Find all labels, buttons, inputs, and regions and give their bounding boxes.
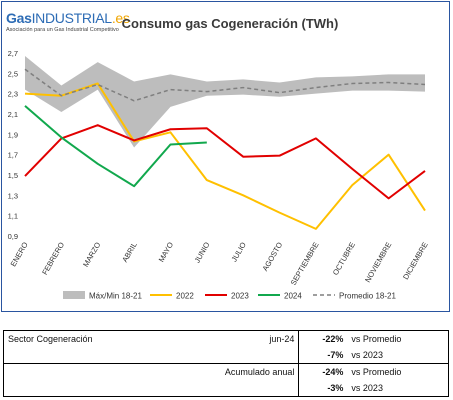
x-tick-label: JULIO xyxy=(229,240,248,263)
legend-label: 2024 xyxy=(284,292,302,301)
legend-label: 2023 xyxy=(231,292,249,301)
table-row: -3% vs 2023 xyxy=(3,380,450,397)
vs-label: vs Promedio xyxy=(347,330,450,347)
series-line xyxy=(24,105,207,188)
legend-label: Promedio 18-21 xyxy=(339,292,396,301)
x-tick-label: MAYO xyxy=(157,240,176,263)
legend-label: Máx/Min 18-21 xyxy=(89,292,142,301)
pct-value: -22% xyxy=(298,330,348,347)
y-tick-label: 0,9 xyxy=(8,232,18,241)
chart-title: Consumo gas Cogeneración (TWh) xyxy=(121,16,339,31)
empty-cell xyxy=(164,380,300,397)
series-line xyxy=(24,82,426,230)
period-label: jun-24 xyxy=(164,330,300,347)
summary-table: Sector Cogeneración jun-24 -22% vs Prome… xyxy=(3,330,450,397)
empty-cell xyxy=(164,347,300,364)
pct-value: -3% xyxy=(298,380,348,397)
x-tick-label: JUNIO xyxy=(193,240,212,264)
empty-cell xyxy=(3,363,165,380)
vs-label: vs Promedio xyxy=(347,363,450,380)
vs-label: vs 2023 xyxy=(347,347,450,364)
x-tick-label: OCTUBRE xyxy=(331,241,357,277)
pct-value: -7% xyxy=(298,347,348,364)
y-tick-label: 1,1 xyxy=(8,212,18,221)
gasindustrial-logo: GasINDUSTRIAL.es Asociación para un Gas … xyxy=(6,10,130,42)
y-tick-label: 1,5 xyxy=(8,171,18,180)
y-tick-label: 2,1 xyxy=(8,110,18,119)
logo-es: .es xyxy=(111,10,130,26)
logo-tagline: Asociación para un Gas Industrial Compet… xyxy=(6,27,119,33)
pct-value: -24% xyxy=(322,367,344,377)
logo-industrial: INDUSTRIAL xyxy=(31,10,113,26)
logo-wordmark: GasINDUSTRIAL.es xyxy=(6,10,130,26)
series-line xyxy=(24,124,426,200)
logo-gas: Gas xyxy=(6,10,32,26)
y-tick-label: 1,9 xyxy=(8,130,18,139)
empty-cell xyxy=(3,380,165,397)
x-tick-label: ABRIL xyxy=(120,241,139,264)
x-tick-label: AGOSTO xyxy=(261,240,285,272)
x-tick-label: NOVIEMBRE xyxy=(363,241,393,284)
x-tick-label: DICIEMBRE xyxy=(401,241,430,282)
x-tick-label: SEPTIEMBRE xyxy=(289,241,321,287)
x-tick-label: MARZO xyxy=(81,240,102,268)
y-tick-label: 1,3 xyxy=(8,191,18,200)
empty-cell xyxy=(3,347,165,364)
chart-frame xyxy=(1,1,450,312)
x-tick-label: ENERO xyxy=(9,240,30,268)
chart-legend: Máx/Min 18-21 2022 2023 2024 Promedio 18-21 xyxy=(63,291,396,301)
y-tick-label: 2,7 xyxy=(8,49,18,58)
band-max-min xyxy=(25,56,425,148)
x-tick-label: FEBRERO xyxy=(40,240,66,276)
table-row: -7% vs 2023 xyxy=(3,347,450,364)
legend-label: 2022 xyxy=(176,292,194,301)
table-row: Sector Cogeneración jun-24 -22% vs Prome… xyxy=(3,330,450,347)
y-tick-label: 1,7 xyxy=(8,151,18,160)
vs-label: vs 2023 xyxy=(347,380,450,397)
legend-swatch xyxy=(63,291,85,299)
consumption-chart: 0,9 1,1 1,3 1,5 1,7 1,9 2,1 2,3 2,5 2,7 ENERO FEBRE… xyxy=(8,49,430,301)
y-tick-label: 2,5 xyxy=(8,69,18,78)
accum-label: Acumulado anual xyxy=(164,363,300,380)
y-tick-label: 2,3 xyxy=(8,90,18,99)
table-row: Acumulado anual -24% vs Promedio xyxy=(3,363,450,380)
sector-label: Sector Cogeneración xyxy=(3,330,165,347)
